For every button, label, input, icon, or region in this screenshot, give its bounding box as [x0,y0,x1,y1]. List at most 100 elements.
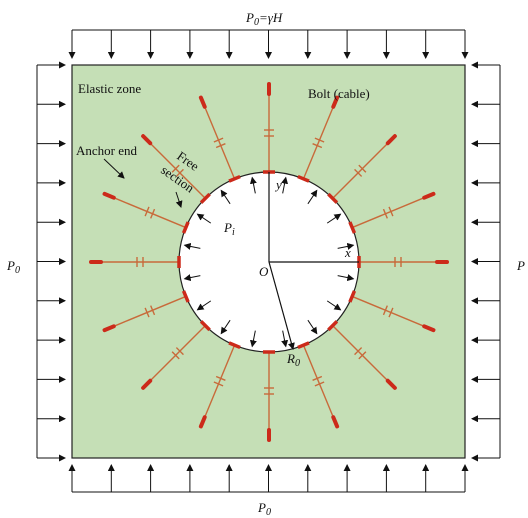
radius-symbol: R [286,351,295,366]
bolt-rod [302,106,334,180]
right-load-label: P [516,258,525,273]
support-pressure-arrow [220,319,231,335]
bolt-rod [204,106,236,180]
bolt [351,191,436,229]
bolt [359,257,449,267]
bolt [264,82,274,172]
bolt-coupler-mark [388,206,394,217]
radius-line [268,261,295,350]
bolt-coupler-mark [314,137,325,143]
bolt-anchor-end [141,134,153,146]
bolt-coupler-mark [382,305,388,316]
bolt-rod [149,142,206,199]
bolt-coupler-mark [215,375,226,381]
support-pressure-arrow [326,213,342,224]
inner-pressure-subscript: i [232,227,235,238]
top-load-subscript: 0 [254,17,259,28]
support-pressure-arrow [337,274,355,282]
bolt-rod [113,295,187,327]
x-axis-label: x [344,245,351,260]
bolt [141,134,206,199]
bolt-anchor-end [422,191,436,200]
bolt-head-plate [181,290,190,303]
y-axis-label: y [274,177,282,192]
bolt-coupler-mark [358,164,367,173]
bolt-coupler-mark [312,143,323,149]
bolt-coupler-mark [358,351,367,360]
bottom-load-symbol: P [257,500,266,515]
bolt-coupler-mark [171,164,180,173]
bolt-rod [351,295,425,327]
support-pressure-arrow [326,300,342,311]
bolt-coupler-mark [312,375,323,381]
left-load-subscript: 0 [15,265,20,276]
bolt-group [89,82,449,442]
top-load-label: P0=γH [245,10,283,28]
bolt-coupler-mark [314,381,325,387]
radius-subscript: 0 [295,358,300,369]
bolt-rod [113,197,187,229]
bolt-anchor-end [102,324,116,333]
inner-pressure-symbol: P [223,220,232,235]
bolt-head-plate [181,221,190,234]
free-section-pointer [175,191,183,208]
bolt [332,134,397,199]
bolt [351,295,436,333]
bolt-rod [351,197,425,229]
bolt-anchor-end [198,415,207,429]
bolt-anchor-end [331,415,340,429]
bolt-rod [204,344,236,418]
bolt-coupler-mark [354,347,363,356]
support-pressure-arrows [183,176,355,348]
bolt-label: Bolt (cable) [308,86,370,101]
origin-label: O [259,264,269,279]
top-load-expression: =γH [259,10,283,25]
bolt-head-plate [297,341,310,350]
bolt-head-plate [228,174,241,183]
bolt-coupler-mark [213,381,224,387]
bolt-coupler-mark [150,208,156,219]
bolt [302,344,340,429]
bolt-anchor-end [102,191,116,200]
bolt-coupler-mark [144,206,150,217]
support-pressure-arrow [220,189,231,205]
bolt-coupler-mark [213,137,224,143]
support-pressure-arrow [249,330,257,348]
bolt-coupler-mark [175,168,184,177]
support-pressure-arrow [307,319,318,335]
bolt [102,295,187,333]
support-pressure-arrow [281,176,289,194]
anchor-end-pointer [103,158,125,179]
bolt [264,352,274,442]
bolt-rod [149,325,206,382]
bottom-load-subscript: 0 [266,507,271,518]
bolt-anchor-end [198,95,207,109]
bolt-coupler-mark [215,143,226,149]
bolt-head-plate [199,320,211,332]
bolt [332,325,397,390]
bolt-coupler-mark [144,307,150,318]
bolt-head-plate [327,192,339,204]
bolt-anchor-end [331,95,340,109]
support-pressure-arrow [183,274,201,282]
bolt-head-plate [199,192,211,204]
boundary-load-arrows [37,30,500,492]
support-pressure-arrow [337,242,355,250]
support-pressure-arrow [196,300,212,311]
bolt-anchor-end [385,378,397,390]
bottom-load-label: P0 [257,500,271,518]
support-pressure-arrow [307,189,318,205]
bolt-anchor-end [422,324,436,333]
bolt [141,325,206,390]
right-load-symbol: P [516,258,525,273]
bolt-head-plate [327,320,339,332]
bolt-head-plate [228,341,241,350]
bolt-coupler-mark [354,168,363,177]
left-load-label: P0 [6,258,20,276]
bolt-anchor-end [141,378,153,390]
bolt-rod [302,344,334,418]
inner-pressure-label: Pi [223,220,235,238]
bolt-coupler-mark [171,351,180,360]
bolt-head-plate [348,290,357,303]
